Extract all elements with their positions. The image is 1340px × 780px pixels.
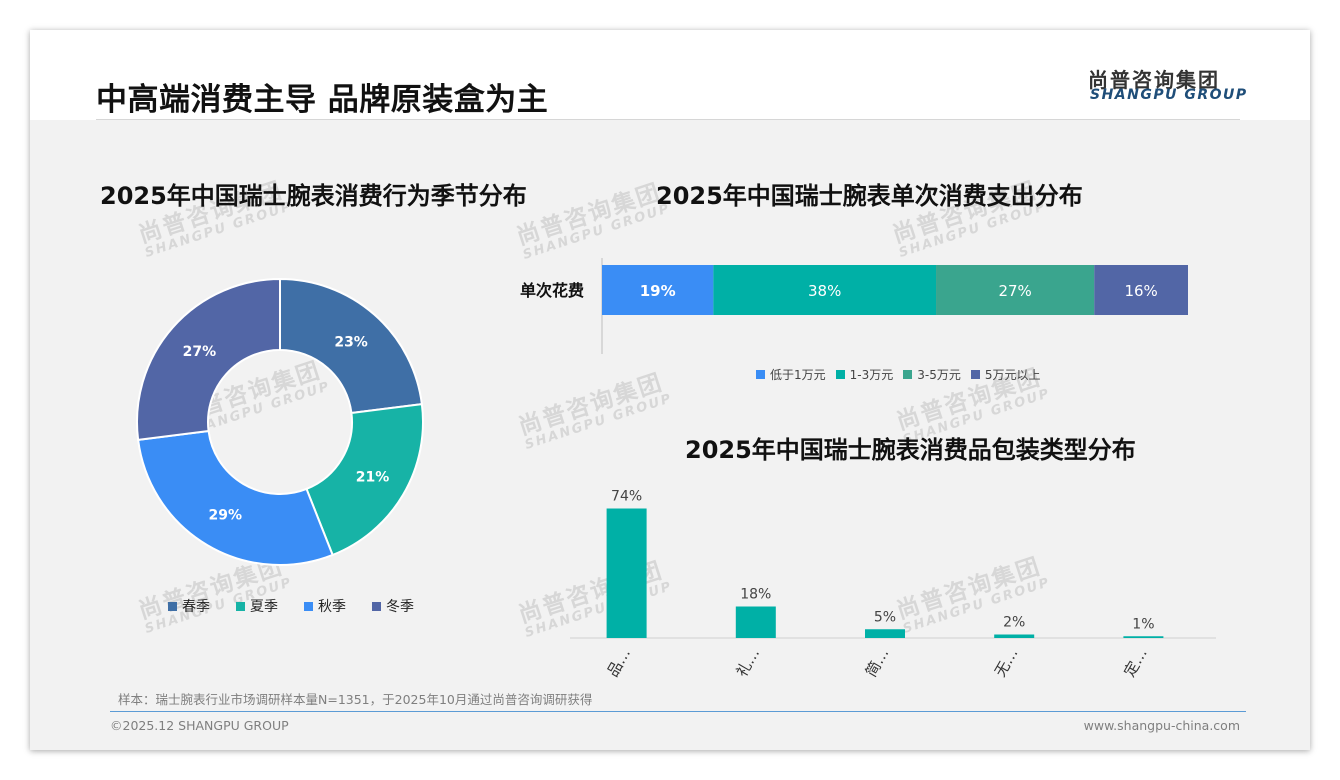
watermark: 尚普咨询集团 SHANGPU GROUP [515, 369, 675, 454]
column-bar [865, 629, 905, 638]
column-data-label: 18% [740, 587, 771, 603]
column-bar [1123, 636, 1164, 638]
column-data-label: 74% [611, 489, 642, 505]
stacked-bar-segment [602, 265, 714, 315]
slide: 中高端消费主导 品牌原装盒为主 尚普咨询集团 SHANGPU GROUP 尚普咨… [30, 30, 1310, 750]
category-label: 单次花费 [520, 281, 584, 300]
legend-swatch [756, 370, 765, 379]
package-column-chart: 74% 品… 18% 礼… 5% 简… 2% 无… 1% 定… [570, 489, 1216, 680]
spend-stacked-bar-chart: 单次花费 19% 38% 27% 16% [520, 258, 1188, 354]
season-chart-title: 2025年中国瑞士腕表消费行为季节分布 [100, 182, 527, 210]
stacked-bar-segment [713, 265, 937, 315]
donut-data-label: 29% [209, 508, 243, 524]
legend-label: 5万元以上 [984, 368, 1041, 382]
spend-legend-item: 低于1万元 [756, 366, 826, 383]
legend-label: 夏季 [250, 599, 278, 615]
brand-logo-cn: 尚普咨询集团 [1088, 68, 1220, 92]
season-legend-item: 夏季 [236, 596, 278, 616]
donut-data-label: 21% [356, 470, 390, 486]
stacked-bar-segment [1094, 265, 1188, 315]
legend-swatch [304, 601, 313, 611]
column-category-label: 礼… [733, 645, 764, 680]
column-data-label: 5% [874, 609, 896, 625]
header: 中高端消费主导 品牌原装盒为主 尚普咨询集团 SHANGPU GROUP [30, 30, 1310, 120]
watermark: 尚普咨询集团 SHANGPU GROUP [513, 179, 673, 264]
column-category-label: 品… [603, 645, 634, 680]
column-bar [606, 508, 647, 638]
spend-legend-item: 1-3万元 [835, 366, 894, 383]
column-data-label: 1% [1132, 616, 1154, 632]
stacked-bar-data-label: 16% [1124, 282, 1157, 300]
column-category-label: 定… [1120, 645, 1151, 680]
season-donut-chart: 23% 21% 29% 27% [136, 278, 424, 566]
header-divider [96, 119, 1240, 120]
season-legend-item: 冬季 [372, 596, 414, 616]
legend-label: 春季 [182, 599, 210, 615]
legend-swatch [372, 601, 381, 611]
legend-swatch [970, 370, 980, 379]
column-data-label: 2% [1003, 615, 1025, 631]
legend-label: 秋季 [318, 599, 346, 615]
spend-legend: 低于1万元 1-3万元 3-5万元 5万元以上 [756, 366, 1051, 383]
footer-copyright: ©2025.12 SHANGPU GROUP [110, 718, 289, 733]
footer-divider [110, 711, 1246, 712]
legend-label: 3-5万元 [917, 368, 961, 382]
spend-legend-item: 5万元以上 [970, 366, 1041, 383]
stacked-bar-data-label: 19% [640, 282, 676, 300]
legend-swatch [168, 601, 177, 611]
stacked-bar-data-label: 38% [808, 282, 841, 300]
legend-label: 低于1万元 [770, 368, 826, 382]
spend-chart-title: 2025年中国瑞士腕表单次消费支出分布 [656, 182, 1083, 210]
legend-label: 1-3万元 [849, 368, 894, 382]
column-bar [994, 634, 1035, 638]
donut-slice [279, 278, 423, 415]
legend-swatch [236, 601, 245, 611]
donut-data-label: 27% [183, 344, 217, 360]
stacked-bar-segment [936, 265, 1095, 315]
season-legend-item: 春季 [168, 596, 210, 616]
column-bar [735, 606, 776, 638]
package-chart-title: 2025年中国瑞士腕表消费品包装类型分布 [685, 436, 1136, 464]
legend-swatch [903, 370, 913, 379]
footer-website[interactable]: www.shangpu-china.com [1083, 718, 1240, 733]
brand-logo-en: SHANGPU GROUP [1090, 87, 1248, 103]
legend-swatch [835, 370, 845, 379]
donut-slice [305, 402, 424, 557]
season-legend: 春季 夏季 秋季 冬季 [168, 596, 440, 616]
donut-data-label: 23% [334, 334, 368, 350]
page-title: 中高端消费主导 品牌原装盒为主 [96, 82, 549, 118]
column-category-label: 无… [991, 645, 1022, 680]
donut-slice [137, 429, 334, 566]
legend-label: 冬季 [386, 599, 414, 615]
column-category-label: 简… [862, 645, 893, 680]
stacked-bar-data-label: 27% [998, 282, 1031, 300]
spend-legend-item: 3-5万元 [903, 366, 961, 383]
season-legend-item: 秋季 [304, 596, 346, 616]
donut-slice [136, 278, 281, 442]
sample-note: 样本：瑞士腕表行业市场调研样本量N=1351，于2025年10月通过尚普咨询调研… [118, 692, 593, 707]
